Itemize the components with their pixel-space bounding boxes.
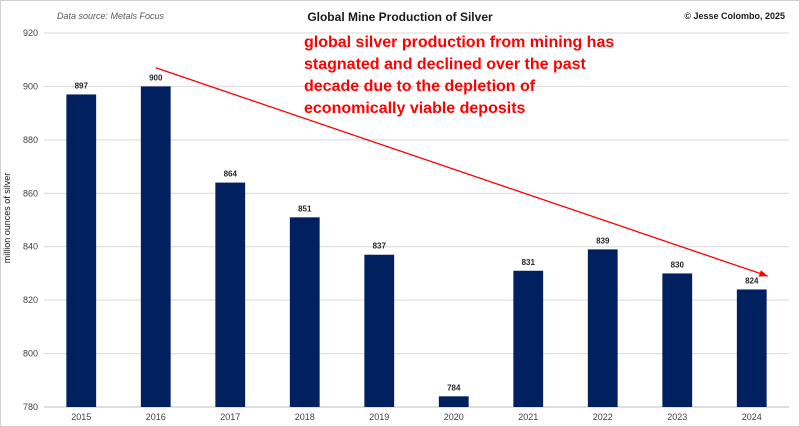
x-tick-label-2020: 2020 <box>444 412 464 422</box>
bar-2023 <box>662 273 693 407</box>
data-label-2021: 831 <box>522 258 536 267</box>
y-tick-label-780: 780 <box>23 402 38 412</box>
y-axis-label: million ounces of silver <box>2 172 12 264</box>
bar-2021 <box>513 270 544 407</box>
credit-note: © Jesse Colombo, 2025 <box>684 11 785 21</box>
x-tick-label-2018: 2018 <box>295 412 315 422</box>
x-tick-label-2022: 2022 <box>593 412 613 422</box>
trend-arrow-head <box>758 270 768 277</box>
data-label-2018: 851 <box>298 204 312 213</box>
data-label-2020: 784 <box>447 383 461 392</box>
x-tick-label-2023: 2023 <box>667 412 687 422</box>
data-label-2024: 824 <box>745 276 759 285</box>
bar-2022 <box>587 249 618 407</box>
data-label-2015: 897 <box>75 81 89 90</box>
data-source-note: Data source: Metals Focus <box>57 11 165 21</box>
chart-annotation: global silver production from mining has… <box>304 34 615 117</box>
x-tick-label-2016: 2016 <box>146 412 166 422</box>
bar-2019 <box>364 254 395 407</box>
y-tick-label-800: 800 <box>23 349 38 359</box>
data-label-2022: 839 <box>596 236 610 245</box>
y-tick-label-880: 880 <box>23 135 38 145</box>
data-label-2023: 830 <box>671 260 685 269</box>
bar-2017 <box>215 182 246 407</box>
bar-2020 <box>438 396 469 407</box>
y-tick-label-920: 920 <box>23 28 38 38</box>
bar-2015 <box>66 94 97 407</box>
data-label-2019: 837 <box>373 242 387 251</box>
chart-title: Global Mine Production of Silver <box>307 10 493 24</box>
data-label-2017: 864 <box>224 170 238 179</box>
y-tick-label-820: 820 <box>23 295 38 305</box>
data-label-2016: 900 <box>149 73 163 82</box>
x-tick-label-2019: 2019 <box>369 412 389 422</box>
x-tick-label-2024: 2024 <box>742 412 762 422</box>
bar-2016 <box>140 86 171 407</box>
x-tick-label-2021: 2021 <box>518 412 538 422</box>
x-tick-label-2015: 2015 <box>71 412 91 422</box>
bar-2018 <box>289 217 320 407</box>
y-tick-label-900: 900 <box>23 81 38 91</box>
trend-arrow-line <box>155 67 768 277</box>
x-tick-label-2017: 2017 <box>220 412 240 422</box>
y-tick-label-860: 860 <box>23 188 38 198</box>
bar-2024 <box>736 289 767 407</box>
y-tick-label-840: 840 <box>23 242 38 252</box>
